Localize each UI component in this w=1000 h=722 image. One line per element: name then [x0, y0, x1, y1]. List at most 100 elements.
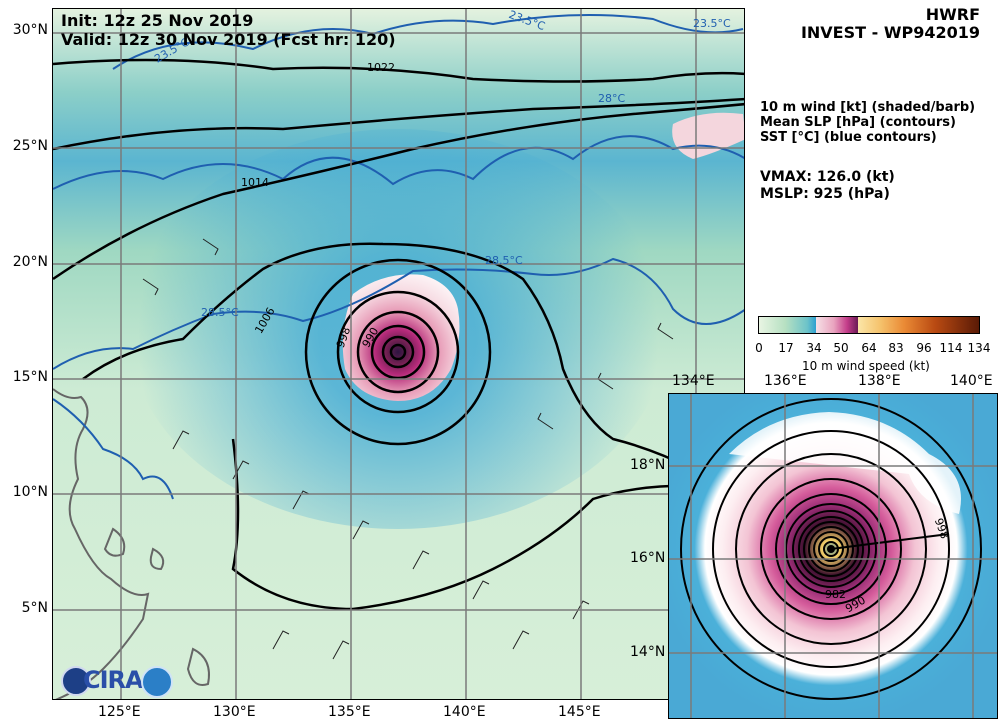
slp-contour-1006: [82, 242, 744, 480]
legend-sst: SST [°C] (blue contours): [760, 130, 937, 145]
wind-barb: [142, 278, 159, 296]
colorbar-label: 10 m wind speed (kt): [802, 359, 930, 373]
cbar-tick-0: 0: [755, 341, 763, 355]
cbar-tick-83: 83: [888, 341, 904, 355]
sst-contour-28-5: [53, 257, 744, 370]
slp-contour-inner-1: [356, 310, 440, 394]
lon-tick-145: 145°E: [558, 704, 601, 720]
inset-contour-10: [813, 531, 849, 567]
inset-contour-7: [798, 516, 864, 582]
inset-contour-4: [775, 493, 887, 605]
inset-map-svg: [669, 394, 997, 718]
legend-wind: 10 m wind [kt] (shaded/barb): [760, 100, 976, 115]
sst-label-28-5b: 28.5°C: [485, 254, 523, 267]
lat-tick-25: 25°N: [12, 138, 48, 154]
wind-barb: [412, 550, 430, 570]
slp-label-1014: 1014: [241, 176, 269, 189]
cbar-tick-114: 114: [939, 341, 963, 355]
wind-barb: [172, 430, 190, 450]
inset-map[interactable]: 998 990 982: [668, 393, 998, 719]
slp-contour-998: [304, 258, 492, 446]
lat-tick-10: 10°N: [12, 484, 48, 500]
sst-contours: [53, 14, 744, 500]
cbar-tick-17: 17: [778, 341, 794, 355]
wind-barb: [572, 600, 590, 620]
inset-contour-11: [818, 536, 844, 562]
init-label: Init: 12z 25 Nov 2019: [61, 11, 254, 30]
slp-contour-inner-2: [370, 324, 426, 380]
wind-barb: [472, 580, 490, 600]
wind-barb: [202, 238, 219, 256]
inset-contour-1: [680, 398, 982, 700]
lon-tick-130: 130°E: [213, 704, 256, 720]
mslp-stat: MSLP: 925 (hPa): [760, 186, 890, 202]
lon-tick-125: 125°E: [98, 704, 141, 720]
cbar-tick-50: 50: [833, 341, 849, 355]
slp-contour-1022: [53, 58, 744, 83]
sst-contour-23-5: [112, 14, 744, 70]
sst-label-28: 28°C: [598, 92, 626, 105]
main-map-svg: [53, 9, 744, 699]
grid-lines: [53, 9, 744, 699]
storm-eye-marker: [827, 545, 835, 553]
inset-contour-998: [735, 453, 927, 645]
wind-barb: [512, 630, 530, 650]
model-title: HWRF: [925, 5, 980, 24]
cbar-tick-96: 96: [916, 341, 932, 355]
lat-tick-30: 30°N: [12, 22, 48, 38]
wind-barb: [272, 630, 290, 650]
lon-tick-140: 140°E: [443, 704, 486, 720]
inset-contour-2: [712, 430, 950, 668]
inset-contour-5: [785, 503, 877, 595]
inset-grid: [669, 394, 997, 718]
inset-lat-16: 16°N: [630, 550, 666, 566]
inset-contour-9: [808, 526, 854, 572]
island-cluster-b: [149, 547, 165, 571]
cbar-tick-64: 64: [861, 341, 877, 355]
inset-contour-8: [803, 521, 859, 577]
inset-contour-6: [792, 510, 870, 588]
inset-label-982: 982: [825, 588, 846, 601]
cbar-tick-134: 134: [967, 341, 991, 355]
wind-barb: [537, 412, 554, 430]
legend-slp: Mean SLP [hPa] (contours): [760, 115, 956, 130]
lat-tick-5: 5°N: [21, 600, 48, 616]
inset-contour-990: [760, 478, 902, 620]
inset-band: [729, 412, 961, 514]
lon-tick-135: 135°E: [328, 704, 371, 720]
sst-label-28-5a: 28.5°C: [201, 306, 239, 319]
lat-tick-20: 20°N: [12, 254, 48, 270]
slp-contour-inner-4: [389, 343, 407, 361]
vmax-stat: VMAX: 126.0 (kt): [760, 169, 895, 185]
sst-label-23-5c: 23.5°C: [693, 17, 731, 30]
inset-lon-136: 136°E: [764, 373, 807, 389]
inset-lon-134: 134°E: [672, 373, 715, 389]
inset-track-line: [830, 533, 950, 550]
cira-globe-icon: [61, 666, 91, 696]
wind-barb: [352, 520, 370, 540]
rammb-logo-icon: [141, 666, 173, 698]
main-map[interactable]: 1022 1014 1006 998 990 23.5°C 23.5°C 28°…: [52, 8, 745, 700]
sst-contour-28: [53, 135, 744, 190]
cira-text: CIRA: [83, 666, 144, 694]
inset-slp-contours: [680, 398, 982, 700]
sst-contour-coast: [53, 398, 174, 500]
inset-lon-138: 138°E: [858, 373, 901, 389]
inset-lat-14: 14°N: [630, 644, 666, 660]
slp-contours: [53, 58, 744, 611]
island-cluster-c: [186, 647, 210, 686]
lat-tick-15: 15°N: [12, 369, 48, 385]
inset-lon-140: 140°E: [950, 373, 993, 389]
colorbar: [758, 316, 980, 334]
wind-barb: [292, 490, 310, 510]
slp-contour-990: [336, 290, 460, 414]
cira-logo: CIRA: [61, 664, 173, 698]
slp-contour-1014b: [53, 102, 744, 281]
philippines-land: [53, 388, 150, 699]
cbar-tick-34: 34: [806, 341, 822, 355]
storm-title: INVEST - WP942019: [800, 23, 980, 42]
valid-label: Valid: 12z 30 Nov 2019 (Fcst hr: 120): [61, 30, 396, 49]
slp-contour-inner-3: [381, 335, 415, 369]
wind-barb: [657, 322, 674, 340]
slp-contour-1014: [53, 97, 744, 151]
